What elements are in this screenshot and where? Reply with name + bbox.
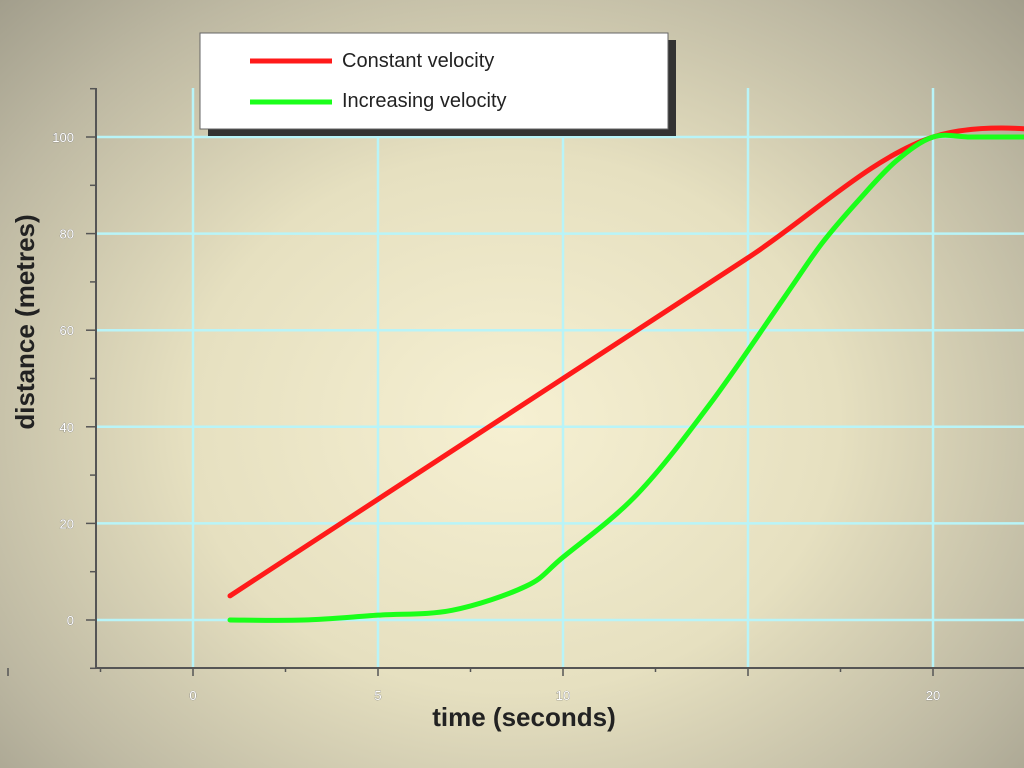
y-tick-label: 60 — [60, 323, 74, 338]
x-tick-label: 20 — [926, 688, 940, 703]
y-tick-label: 0 — [67, 613, 74, 628]
series-line-constant-velocity — [227, 125, 1024, 599]
y-tick-label: 80 — [60, 227, 74, 242]
y-axis-title: distance (metres) — [10, 214, 40, 429]
x-tick-label: 10 — [556, 688, 570, 703]
y-tick-label: 100 — [52, 130, 74, 145]
series-line-increasing-velocity — [227, 132, 1024, 623]
ticks: 05102025020406080100 — [7, 87, 941, 703]
x-tick-label: 5 — [374, 688, 381, 703]
legend: Constant velocity Increasing velocity — [199, 32, 676, 136]
series — [227, 125, 1024, 623]
legend-box — [199, 32, 669, 130]
legend-label-constant-velocity: Constant velocity — [342, 50, 494, 72]
legend-label-increasing-velocity: Increasing velocity — [342, 90, 507, 112]
y-tick-label: 20 — [60, 516, 74, 531]
x-tick-label: 0 — [189, 688, 196, 703]
y-tick-label: 40 — [60, 420, 74, 435]
x-axis-title: time (seconds) — [432, 702, 616, 732]
